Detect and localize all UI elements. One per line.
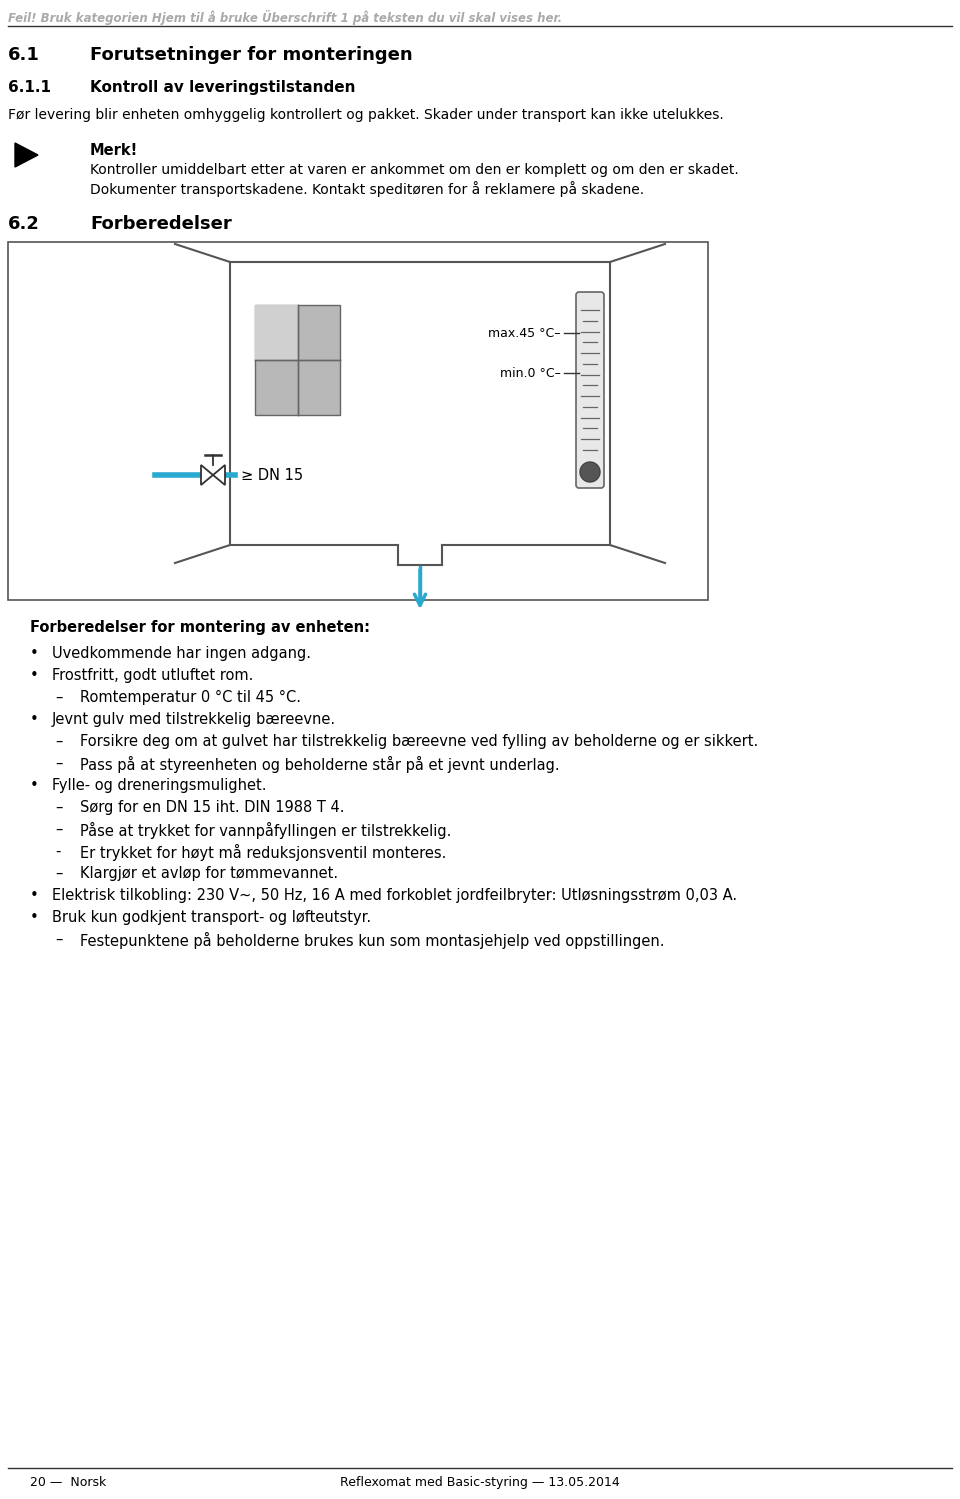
Text: Bruk kun godkjent transport- og løfteutstyr.: Bruk kun godkjent transport- og løfteuts…: [52, 910, 372, 925]
Polygon shape: [213, 465, 225, 486]
Text: –: –: [55, 821, 62, 836]
Text: •: •: [30, 887, 38, 902]
Text: –: –: [55, 735, 62, 750]
Text: Uvedkommende har ingen adgang.: Uvedkommende har ingen adgang.: [52, 646, 311, 661]
Text: min.0 °C–: min.0 °C–: [500, 366, 561, 379]
Circle shape: [580, 462, 600, 483]
Text: Fylle- og dreneringsmulighet.: Fylle- og dreneringsmulighet.: [52, 778, 267, 793]
Text: 20 —  Norsk: 20 — Norsk: [30, 1477, 107, 1489]
Polygon shape: [15, 142, 38, 166]
Text: Forberedelser for montering av enheten:: Forberedelser for montering av enheten:: [30, 621, 370, 636]
Text: Kontroll av leveringstilstanden: Kontroll av leveringstilstanden: [90, 79, 355, 94]
Text: •: •: [30, 669, 38, 684]
Text: ≥ DN 15: ≥ DN 15: [241, 468, 303, 483]
Text: –: –: [55, 932, 62, 947]
Text: Romtemperatur 0 °C til 45 °C.: Romtemperatur 0 °C til 45 °C.: [80, 690, 301, 705]
Bar: [8, 241, 708, 600]
Text: –: –: [55, 755, 62, 770]
Text: max.45 °C–: max.45 °C–: [489, 327, 561, 339]
Text: Er trykket for høyt må reduksjonsventil monteres.: Er trykket for høyt må reduksjonsventil …: [80, 844, 446, 860]
Text: Forberedelser: Forberedelser: [90, 214, 231, 232]
Text: Forutsetninger for monteringen: Forutsetninger for monteringen: [90, 46, 413, 64]
Text: -: -: [55, 844, 60, 859]
Bar: [255, 304, 340, 415]
Text: Før levering blir enheten omhyggelig kontrollert og pakket. Skader under transpo: Før levering blir enheten omhyggelig kon…: [8, 108, 724, 121]
Text: Påse at trykket for vannpåfyllingen er tilstrekkelig.: Påse at trykket for vannpåfyllingen er t…: [80, 821, 451, 839]
Text: –: –: [55, 800, 62, 815]
Text: Sørg for en DN 15 iht. DIN 1988 T 4.: Sørg for en DN 15 iht. DIN 1988 T 4.: [80, 800, 345, 815]
Text: Reflexomat med Basic-styring — 13.05.2014: Reflexomat med Basic-styring — 13.05.201…: [340, 1477, 620, 1489]
Text: Kontroller umiddelbart etter at varen er ankommet om den er komplett og om den e: Kontroller umiddelbart etter at varen er…: [90, 163, 739, 177]
Text: Feil! Bruk kategorien Hjem til å bruke Überschrift 1 på teksten du vil skal vise: Feil! Bruk kategorien Hjem til å bruke Ü…: [8, 10, 563, 25]
Bar: [255, 304, 298, 360]
Text: Festepunktene på beholderne brukes kun som montasjehjelp ved oppstillingen.: Festepunktene på beholderne brukes kun s…: [80, 932, 664, 949]
Text: –: –: [55, 690, 62, 705]
Text: Forsikre deg om at gulvet har tilstrekkelig bæreevne ved fylling av beholderne o: Forsikre deg om at gulvet har tilstrekke…: [80, 735, 758, 750]
Text: •: •: [30, 646, 38, 661]
Text: Dokumenter transportskadene. Kontakt speditøren for å reklamere på skadene.: Dokumenter transportskadene. Kontakt spe…: [90, 181, 644, 196]
Text: Jevnt gulv med tilstrekkelig bæreevne.: Jevnt gulv med tilstrekkelig bæreevne.: [52, 712, 336, 727]
Text: 6.1.1: 6.1.1: [8, 79, 51, 94]
FancyBboxPatch shape: [576, 292, 604, 489]
Text: –: –: [55, 866, 62, 881]
Text: Elektrisk tilkobling: 230 V~, 50 Hz, 16 A med forkoblet jordfeilbryter: Utløsnin: Elektrisk tilkobling: 230 V~, 50 Hz, 16 …: [52, 887, 737, 902]
Text: Klargjør et avløp for tømmevannet.: Klargjør et avløp for tømmevannet.: [80, 866, 338, 881]
Text: •: •: [30, 910, 38, 925]
Text: Merk!: Merk!: [90, 142, 138, 157]
Text: •: •: [30, 712, 38, 727]
Text: Pass på at styreenheten og beholderne står på et jevnt underlag.: Pass på at styreenheten og beholderne st…: [80, 755, 560, 773]
Text: 6.1: 6.1: [8, 46, 40, 64]
Text: 6.2: 6.2: [8, 214, 40, 232]
Text: Frostfritt, godt utluftet rom.: Frostfritt, godt utluftet rom.: [52, 669, 253, 684]
Text: •: •: [30, 778, 38, 793]
Polygon shape: [201, 465, 213, 486]
